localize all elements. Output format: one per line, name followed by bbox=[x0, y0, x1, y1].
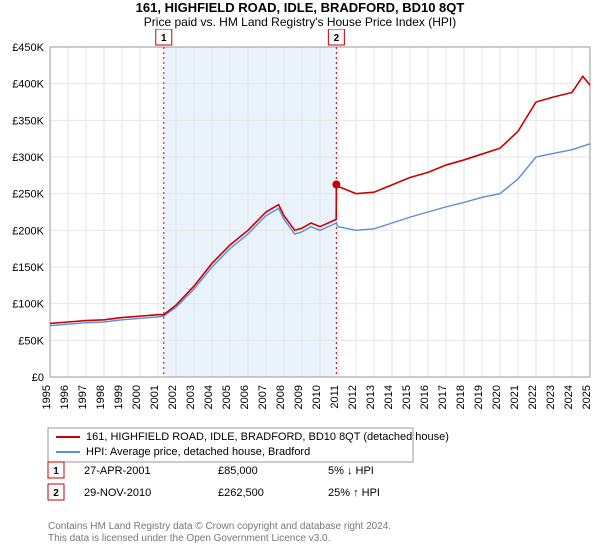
xtick-label: 2013 bbox=[365, 385, 377, 409]
event-table-delta: 25% ↑ HPI bbox=[328, 487, 380, 499]
xtick-label: 1999 bbox=[113, 385, 125, 409]
xtick-label: 2024 bbox=[563, 385, 575, 409]
xtick-label: 2006 bbox=[239, 385, 251, 409]
footer-line2: This data is licensed under the Open Gov… bbox=[48, 533, 330, 544]
xtick-label: 2025 bbox=[581, 385, 593, 409]
xtick-label: 2014 bbox=[383, 385, 395, 409]
ytick-label: £350K bbox=[12, 115, 44, 127]
ytick-label: £100K bbox=[12, 299, 44, 311]
ytick-label: £150K bbox=[12, 262, 44, 274]
xtick-label: 2009 bbox=[293, 385, 305, 409]
xtick-label: 2003 bbox=[185, 385, 197, 409]
xtick-label: 2019 bbox=[473, 385, 485, 409]
xtick-label: 2010 bbox=[311, 385, 323, 409]
ytick-label: £300K bbox=[12, 152, 44, 164]
xtick-label: 2020 bbox=[491, 385, 503, 409]
event-table-date: 29-NOV-2010 bbox=[84, 487, 151, 499]
price-chart-container: 161, HIGHFIELD ROAD, IDLE, BRADFORD, BD1… bbox=[0, 0, 600, 560]
ytick-label: £0 bbox=[32, 372, 44, 384]
xtick-label: 2002 bbox=[167, 385, 179, 409]
event-table-num: 1 bbox=[53, 466, 59, 477]
chart-svg: £0 £50K £100K £150K £200K £250K £300K £350K £400… bbox=[0, 29, 600, 553]
xtick-label: 1996 bbox=[59, 385, 71, 409]
xtick-label: 2017 bbox=[437, 385, 449, 409]
xtick-label: 2018 bbox=[455, 385, 467, 409]
xtick-label: 2012 bbox=[347, 385, 359, 409]
xtick-label: 2022 bbox=[527, 385, 539, 409]
xtick-label: 2015 bbox=[401, 385, 413, 409]
xtick-label: 2007 bbox=[257, 385, 269, 409]
xtick-label: 2008 bbox=[275, 385, 287, 409]
ytick-label: £450K bbox=[12, 42, 44, 54]
ytick-label: £250K bbox=[12, 189, 44, 201]
xtick-label: 2004 bbox=[203, 385, 215, 409]
xtick-label: 1997 bbox=[77, 385, 89, 409]
chart-subtitle: Price paid vs. HM Land Registry's House … bbox=[0, 15, 600, 29]
event-table-price: £85,000 bbox=[218, 465, 258, 477]
xtick-label: 2021 bbox=[509, 385, 521, 409]
chart-title: 161, HIGHFIELD ROAD, IDLE, BRADFORD, BD1… bbox=[0, 0, 600, 15]
legend-label: HPI: Average price, detached house, Brad… bbox=[86, 446, 310, 458]
xtick-label: 2000 bbox=[131, 385, 143, 409]
event-table-price: £262,500 bbox=[218, 487, 264, 499]
ytick-label: £200K bbox=[12, 225, 44, 237]
xtick-label: 2005 bbox=[221, 385, 233, 409]
xtick-label: 2016 bbox=[419, 385, 431, 409]
xtick-label: 2023 bbox=[545, 385, 557, 409]
xtick-label: 2001 bbox=[149, 385, 161, 409]
xtick-label: 2011 bbox=[329, 385, 341, 409]
event-table-num: 2 bbox=[53, 488, 59, 499]
ytick-label: £400K bbox=[12, 79, 44, 91]
shaded-band bbox=[164, 47, 337, 377]
legend-label: 161, HIGHFIELD ROAD, IDLE, BRADFORD, BD1… bbox=[86, 431, 449, 443]
footer-line1: Contains HM Land Registry data © Crown c… bbox=[48, 521, 391, 532]
ytick-label: £50K bbox=[18, 335, 44, 347]
xtick-label: 1998 bbox=[95, 385, 107, 409]
xtick-label: 1995 bbox=[41, 385, 53, 409]
event-table-delta: 5% ↓ HPI bbox=[328, 465, 374, 477]
event-marker-num: 2 bbox=[334, 33, 340, 44]
event-table-date: 27-APR-2001 bbox=[84, 465, 151, 477]
event-marker-num: 1 bbox=[161, 33, 167, 44]
